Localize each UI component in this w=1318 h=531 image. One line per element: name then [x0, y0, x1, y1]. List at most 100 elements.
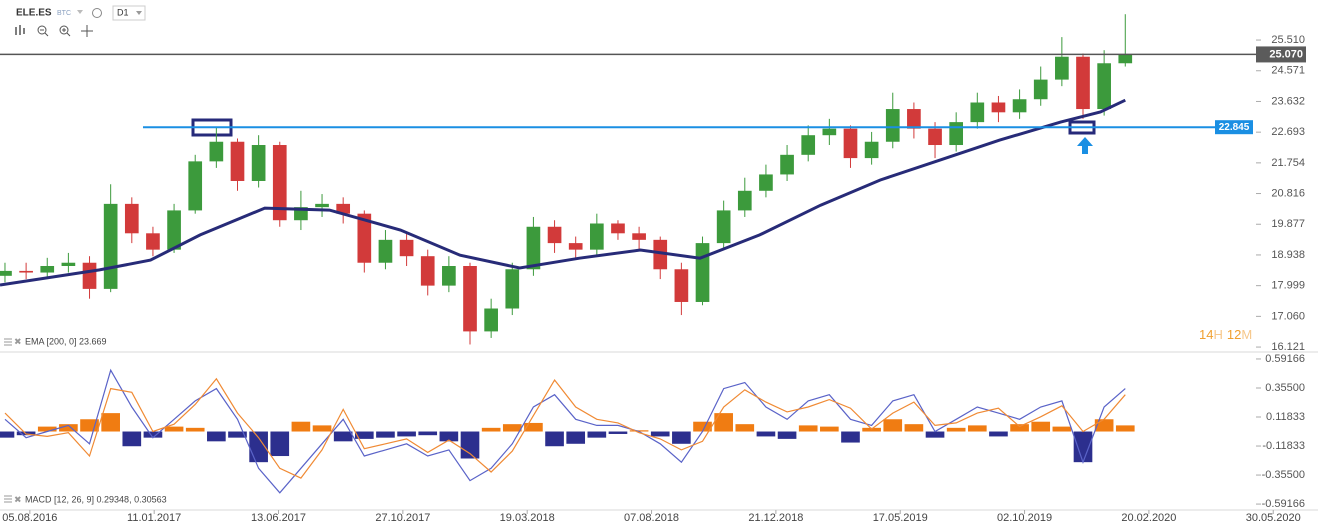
- hline-label-bg: [1215, 120, 1253, 135]
- candle-body: [1055, 56, 1069, 80]
- histogram-bar: [587, 431, 607, 438]
- candle-body: [124, 203, 139, 234]
- histogram-bar: [967, 425, 987, 432]
- currency[interactable]: BTC: [57, 10, 71, 17]
- y-tick-label: 0.11833: [1266, 411, 1305, 423]
- macd-line: [4, 368, 1126, 494]
- candle-body: [970, 102, 985, 123]
- histogram-bar: [841, 431, 860, 443]
- ema-line: [0, 98, 1126, 287]
- y-tick-label: -0.11833: [1262, 440, 1305, 452]
- candle-body: [653, 239, 668, 270]
- candle-body: [0, 270, 12, 276]
- y-tick-label: 19.877: [1271, 218, 1305, 230]
- symbol[interactable]: ELE.ES: [16, 8, 52, 19]
- histogram-bar: [714, 413, 733, 432]
- histogram-bar: [735, 424, 755, 432]
- y-tick-label: 16.121: [1271, 341, 1305, 353]
- timeframe[interactable]: D1: [117, 7, 129, 17]
- histogram-bar: [650, 431, 670, 437]
- candle-body: [399, 239, 414, 257]
- zoom-in-icon[interactable]: [59, 25, 69, 35]
- legend-menu-icon[interactable]: [4, 495, 12, 503]
- candle-body: [61, 262, 76, 266]
- candle-body: [674, 269, 689, 302]
- histogram-bar: [672, 431, 691, 444]
- candle-body: [1097, 63, 1111, 110]
- candle-body: [19, 270, 33, 273]
- histogram-bar: [925, 431, 945, 438]
- x-tick-label: 30.05.2020: [1246, 512, 1301, 524]
- histogram-bar: [418, 431, 438, 436]
- candle-body: [1076, 56, 1090, 110]
- candle-body: [272, 145, 287, 221]
- x-tick-label: 13.06.2017: [251, 512, 306, 524]
- histogram-bar: [989, 431, 1008, 437]
- x-tick-label: 07.08.2018: [624, 512, 679, 524]
- countdown-hours-unit: H: [1213, 327, 1222, 342]
- x-tick-label: 05.08.2016: [2, 512, 57, 524]
- candle-body: [146, 233, 160, 250]
- pan-icon[interactable]: [81, 25, 93, 37]
- histogram-bar: [1010, 424, 1029, 432]
- histogram-bar: [101, 413, 120, 432]
- histogram-bar: [143, 431, 163, 438]
- x-tick-label: 20.02.2020: [1121, 512, 1176, 524]
- histogram-bar: [524, 422, 543, 432]
- dropdown-icon[interactable]: [136, 11, 142, 15]
- zoom-out-icon[interactable]: [37, 25, 47, 35]
- x-tick-label: 17.05.2019: [873, 512, 928, 524]
- macd-legend: MACD [12, 26, 9] 0.29348, 0.30563: [25, 494, 167, 504]
- histogram-bar: [122, 431, 142, 447]
- dropdown-icon[interactable]: [77, 10, 83, 14]
- chart-type-icon[interactable]: [15, 25, 25, 35]
- x-tick-label: 02.10.2019: [997, 512, 1052, 524]
- histogram-bar: [820, 426, 839, 432]
- candle-body: [695, 243, 710, 302]
- candle-body: [103, 203, 118, 289]
- candle-body: [40, 266, 55, 273]
- y-tick-label: 24.571: [1271, 65, 1305, 77]
- candle-body: [336, 203, 351, 214]
- candle-body: [251, 145, 266, 181]
- histogram-bar: [354, 431, 374, 439]
- countdown-hours: 14: [1199, 327, 1213, 342]
- histogram-bar: [481, 427, 501, 432]
- last-price-label: 25.070: [1269, 48, 1303, 60]
- y-tick-label: 22.693: [1271, 126, 1305, 138]
- candle-body: [928, 128, 942, 146]
- y-tick-label: -0.59166: [1262, 498, 1305, 510]
- y-tick-label: 17.060: [1271, 310, 1305, 322]
- candle-body: [378, 239, 393, 263]
- histogram-bar: [228, 431, 247, 438]
- histogram-bar: [460, 431, 480, 459]
- candle-body: [484, 308, 498, 332]
- candle-body: [632, 233, 646, 240]
- x-tick-label: 27.10.2017: [375, 512, 430, 524]
- histogram-bar: [397, 431, 416, 437]
- candle-body: [759, 174, 773, 191]
- candle-body: [463, 266, 477, 332]
- histogram-bar: [1115, 425, 1135, 432]
- legend-close[interactable]: ✖: [14, 336, 22, 346]
- histogram-bar: [502, 424, 522, 432]
- timeframe-select[interactable]: [112, 5, 146, 21]
- histogram-bar: [904, 424, 924, 432]
- histogram-bar: [0, 431, 15, 438]
- candle-body: [167, 210, 181, 250]
- candle-body: [230, 141, 245, 181]
- info-icon[interactable]: [92, 8, 102, 18]
- legend-menu-icon[interactable]: [4, 338, 12, 346]
- histogram-bar: [207, 431, 226, 442]
- macd-line: [4, 377, 1126, 479]
- candle-body: [716, 210, 731, 244]
- y-tick-label: -0.35500: [1262, 469, 1305, 481]
- zoom-out-icon-lines: [40, 29, 49, 37]
- histogram-bar: [185, 427, 205, 432]
- legend-close[interactable]: ✖: [14, 494, 22, 504]
- histogram-bar: [798, 425, 818, 432]
- candle-body: [568, 243, 583, 250]
- histogram-bar: [312, 425, 332, 432]
- histogram-bar: [693, 421, 712, 432]
